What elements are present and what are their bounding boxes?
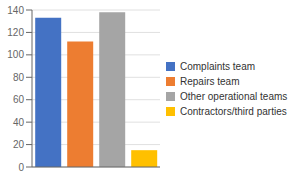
html-text:Repairs team: Repairs team [180, 75, 240, 87]
html-text:Other operational teams: Other operational teams [180, 90, 288, 102]
svg-text:120: 120 [8, 27, 24, 38]
svg-text:20: 20 [13, 139, 25, 150]
svg-text:40: 40 [13, 117, 25, 128]
svg-text:100: 100 [8, 49, 24, 60]
html-text:Complaints team: Complaints team [180, 60, 255, 72]
svg-text:80: 80 [13, 72, 25, 83]
svg-text:60: 60 [13, 94, 25, 105]
svg-text:140: 140 [8, 5, 24, 16]
svg-text:0: 0 [18, 162, 24, 173]
html-text:Contractors/third parties: Contractors/third parties [180, 105, 287, 117]
